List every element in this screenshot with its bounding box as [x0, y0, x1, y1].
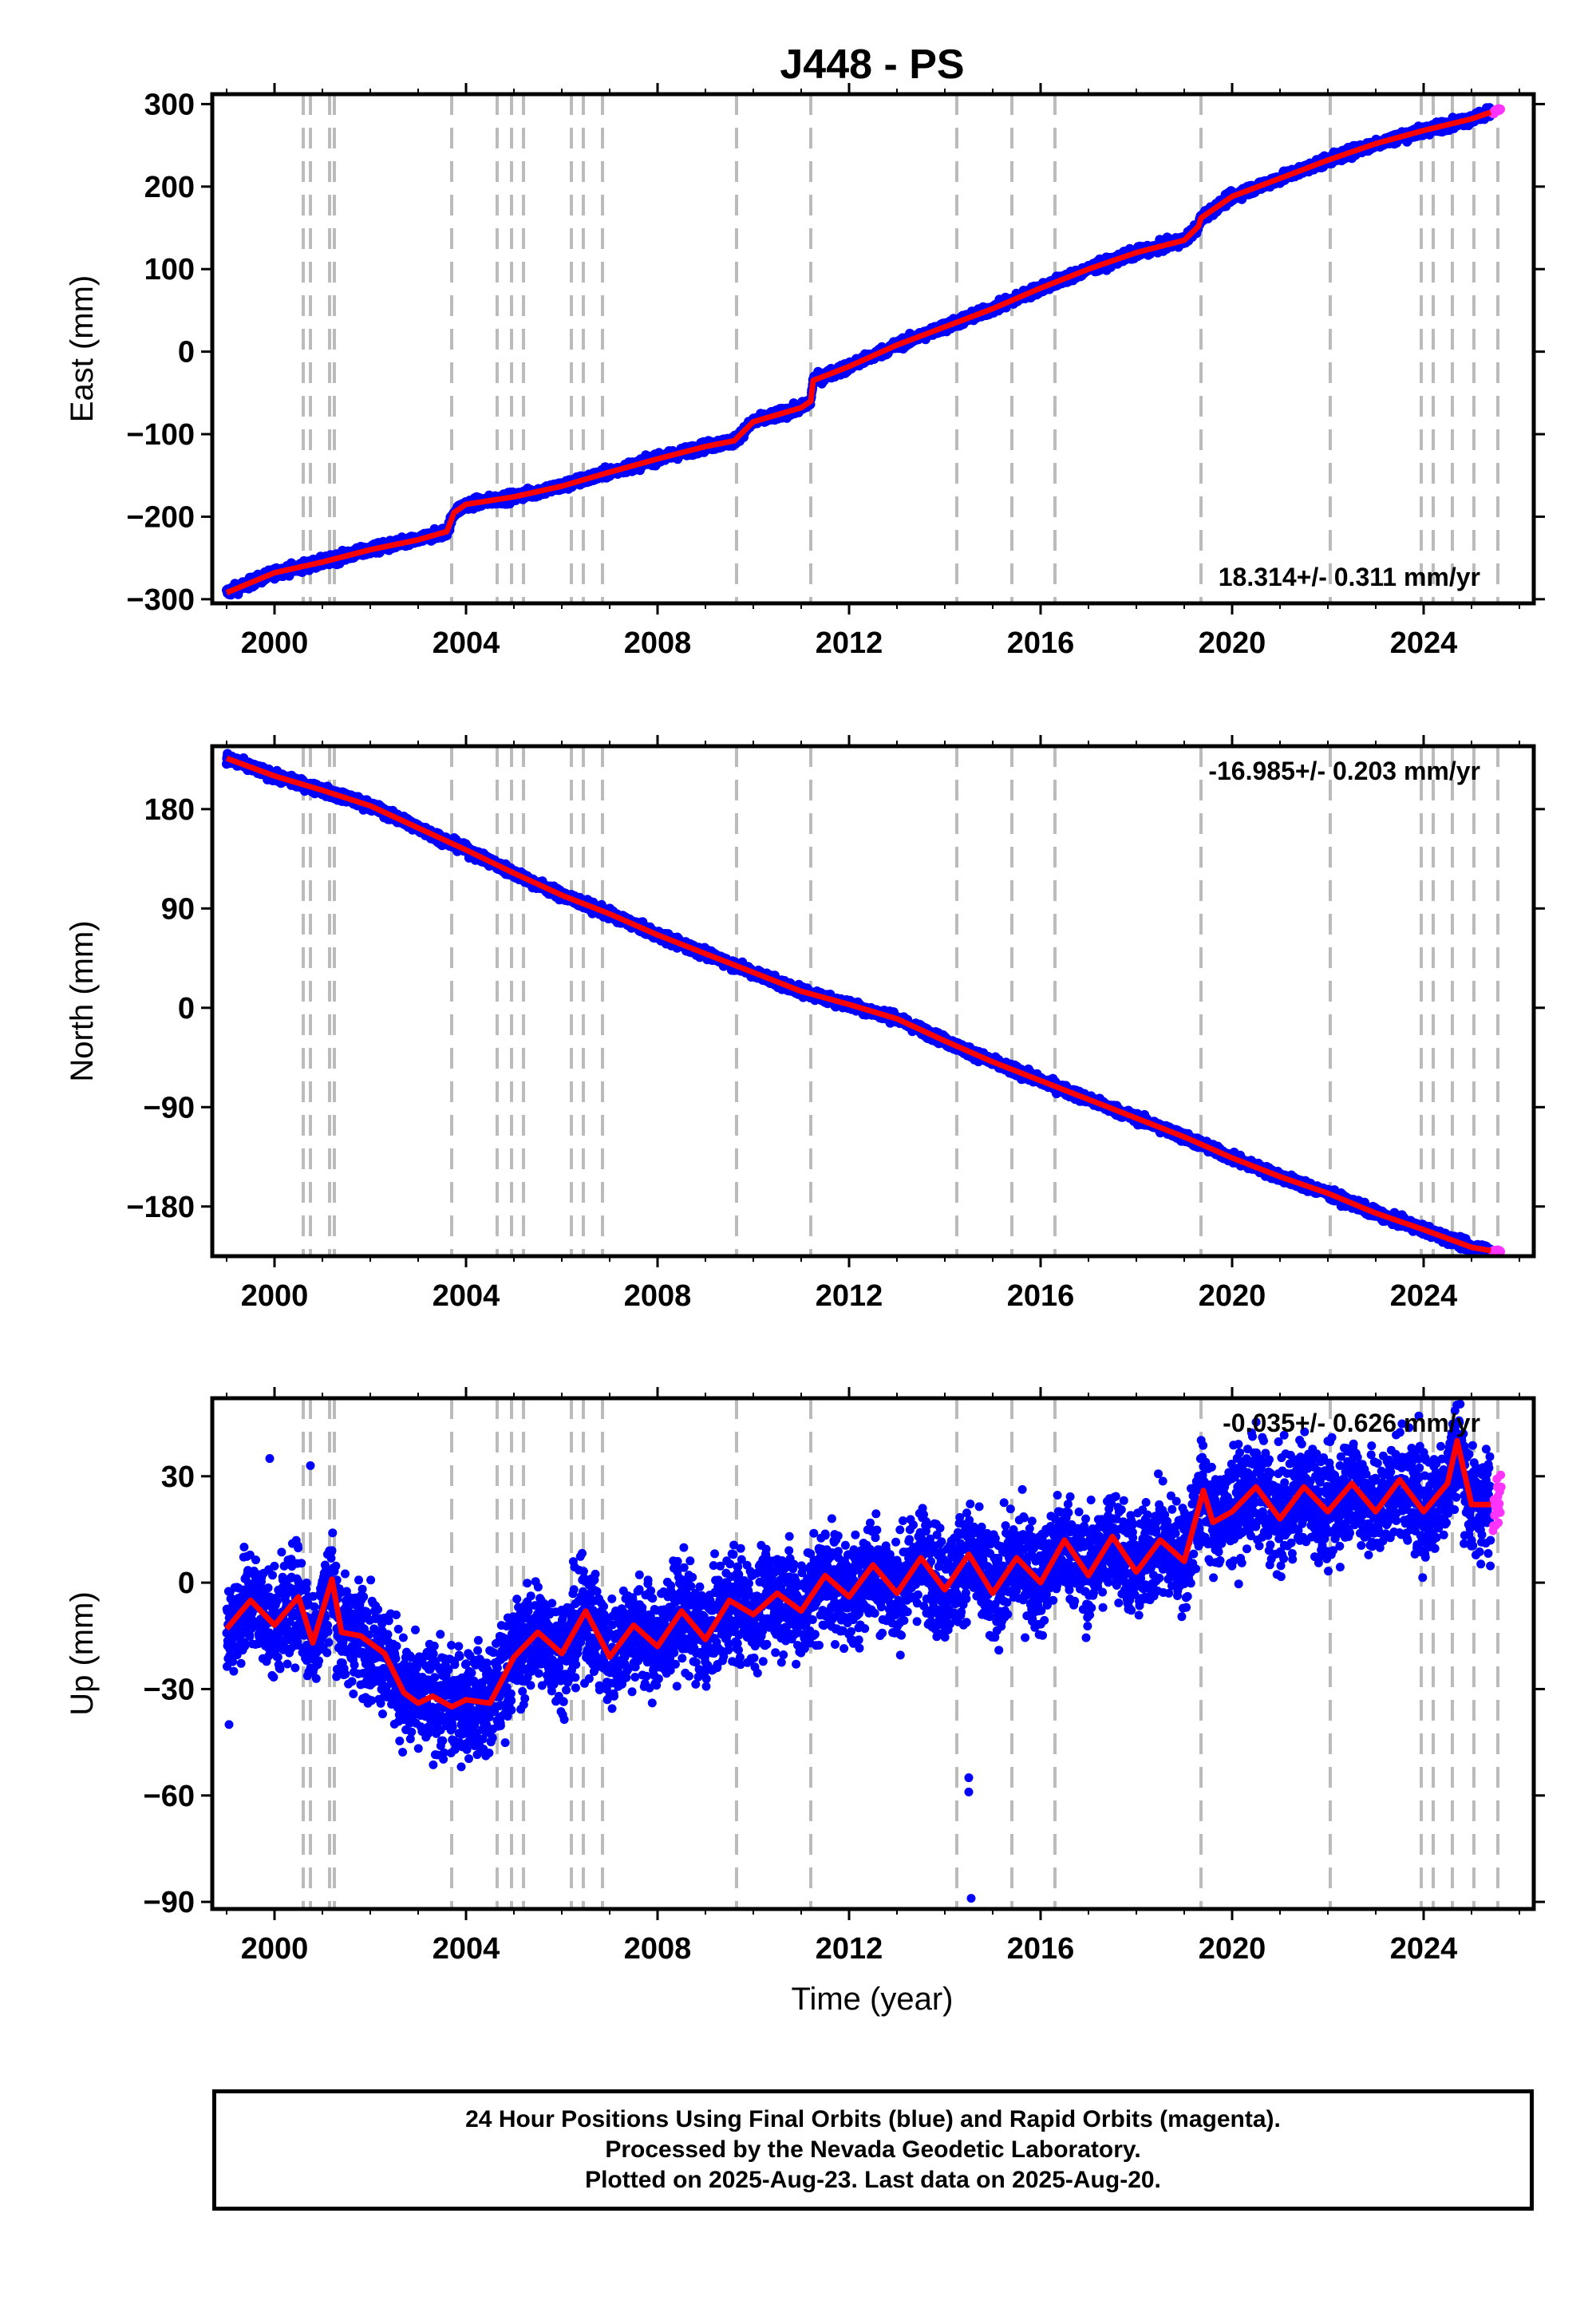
velocity-label: 18.314+/- 0.311 mm/yr	[1219, 563, 1480, 591]
y-tick-label: −300	[126, 583, 195, 617]
panel-1: 2000 2004 2008 2012 2016 2020 2024180900−90−18…	[65, 735, 1545, 1313]
x-tick-label: 2012	[816, 626, 883, 660]
x-tick-label: 2024	[1390, 626, 1458, 660]
chart-title: J448 - PS	[780, 41, 964, 88]
y-tick-label: −200	[126, 500, 195, 534]
x-tick-label: 2020	[1199, 626, 1266, 660]
plot-frame	[210, 92, 1536, 606]
y-axis-title: East (mm)	[65, 275, 100, 422]
y-tick-label: 0	[178, 336, 195, 370]
x-tick-label: 2016	[1007, 626, 1075, 660]
y-tick-label: −100	[126, 418, 195, 452]
y-tick-label: 300	[144, 88, 195, 121]
y-tick-label: 200	[144, 171, 195, 204]
rapid-orbit-point	[1495, 104, 1505, 114]
panel-0: 2000 2004 2008 2012 2016 2020 2024 300 200 100 0 −1…	[65, 83, 1545, 660]
plot-area	[222, 749, 1505, 1256]
x-tick-label: 2008	[624, 626, 692, 660]
plot-area	[222, 103, 1505, 600]
x-tick-label: 2004	[433, 626, 500, 660]
x-tick-label: 2000	[241, 626, 309, 660]
model-line	[225, 109, 1492, 595]
y-tick-label: 100	[144, 253, 195, 287]
